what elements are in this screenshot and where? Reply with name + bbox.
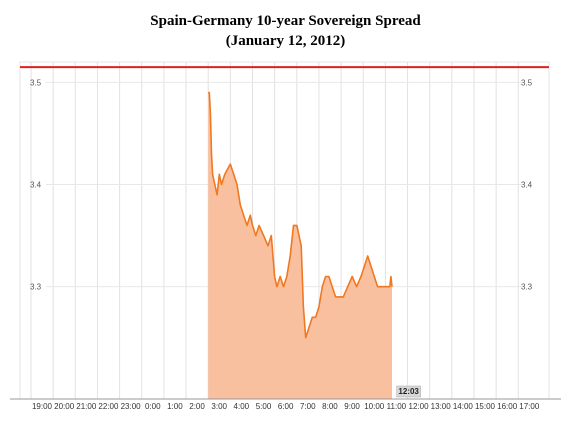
y-tick-label-right: 3.3 [521,283,533,292]
x-tick-label: 1:00 [167,402,183,411]
x-tick-label: 4:00 [234,402,250,411]
x-tick-label: 8:00 [322,402,338,411]
x-tick-label: 5:00 [256,402,272,411]
x-tick-label: 9:00 [344,402,360,411]
x-tick-label: 3:00 [211,402,227,411]
x-tick-label: 17:00 [519,402,540,411]
x-tick-label: 15:00 [475,402,496,411]
y-tick-label-right: 3.5 [521,78,533,87]
x-tick-label: 7:00 [300,402,316,411]
x-tick-label: 23:00 [121,402,142,411]
x-tick-label: 10:00 [364,402,385,411]
x-tick-label: 13:00 [431,402,452,411]
current-time-tag [396,385,421,398]
chart-title: Spain-Germany 10-year Sovereign Spread [150,13,421,29]
series-line [208,91,393,339]
x-tick-label: 12:00 [409,402,430,411]
x-tick-label: 20:00 [54,402,75,411]
current-time-label: 12:03 [398,387,419,396]
x-tick-label: 21:00 [76,402,97,411]
x-tick-label: 11:00 [387,402,407,411]
series-area [208,92,392,399]
y-tick-label-left: 3.4 [30,181,42,190]
chart-subtitle: (January 12, 2012) [225,33,346,49]
y-tick-label-left: 3.5 [30,78,42,87]
x-tick-label: 6:00 [278,402,294,411]
x-tick-label: 0:00 [145,402,161,411]
x-tick-label: 14:00 [453,402,474,411]
x-tick-label: 19:00 [32,402,53,411]
x-tick-label: 2:00 [189,402,205,411]
y-tick-label-left: 3.3 [30,283,42,292]
x-tick-label: 16:00 [497,402,518,411]
y-tick-label-right: 3.4 [521,181,533,190]
x-tick-label: 22:00 [98,402,119,411]
